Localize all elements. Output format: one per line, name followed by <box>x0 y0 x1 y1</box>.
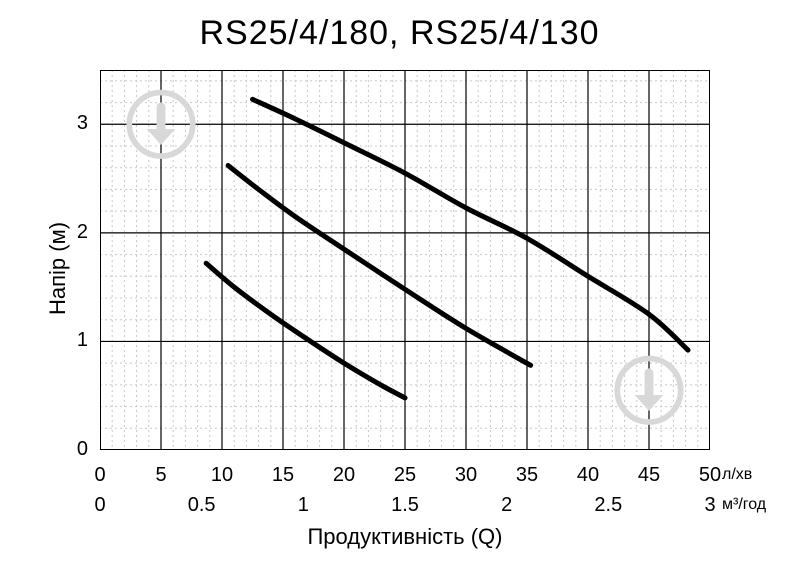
tick-label: 35 <box>516 464 538 487</box>
tick-label: 3 <box>77 112 88 135</box>
tick-label: 1 <box>77 329 88 352</box>
y-axis-label: Напір (м) <box>45 222 71 315</box>
tick-label: 5 <box>155 464 166 487</box>
tick-label: 25 <box>394 464 416 487</box>
tick-label: 2 <box>501 494 512 517</box>
tick-label: 45 <box>638 464 660 487</box>
tick-label: 15 <box>272 464 294 487</box>
tick-label: 2 <box>77 221 88 244</box>
pump-curve-chart: { "title": "RS25/4/180, RS25/4/130", "ti… <box>0 0 799 579</box>
plot-svg <box>100 70 710 450</box>
tick-label: 0 <box>94 464 105 487</box>
x-axis-secondary-unit: м³/год <box>722 496 766 514</box>
x-axis-label: Продуктивність (Q) <box>100 524 710 550</box>
tick-label: 20 <box>333 464 355 487</box>
tick-label: 50 <box>699 464 721 487</box>
tick-label: 1.5 <box>391 494 419 517</box>
tick-label: 0.5 <box>188 494 216 517</box>
chart-title: RS25/4/180, RS25/4/130 <box>0 14 799 53</box>
tick-label: 1 <box>298 494 309 517</box>
tick-label: 10 <box>211 464 233 487</box>
tick-label: 30 <box>455 464 477 487</box>
tick-label: 2.5 <box>594 494 622 517</box>
tick-label: 40 <box>577 464 599 487</box>
tick-label: 0 <box>77 438 88 461</box>
tick-label: 3 <box>704 494 715 517</box>
x-axis-primary-unit: л/хв <box>722 466 752 484</box>
plot-area <box>100 70 710 450</box>
tick-label: 0 <box>94 494 105 517</box>
